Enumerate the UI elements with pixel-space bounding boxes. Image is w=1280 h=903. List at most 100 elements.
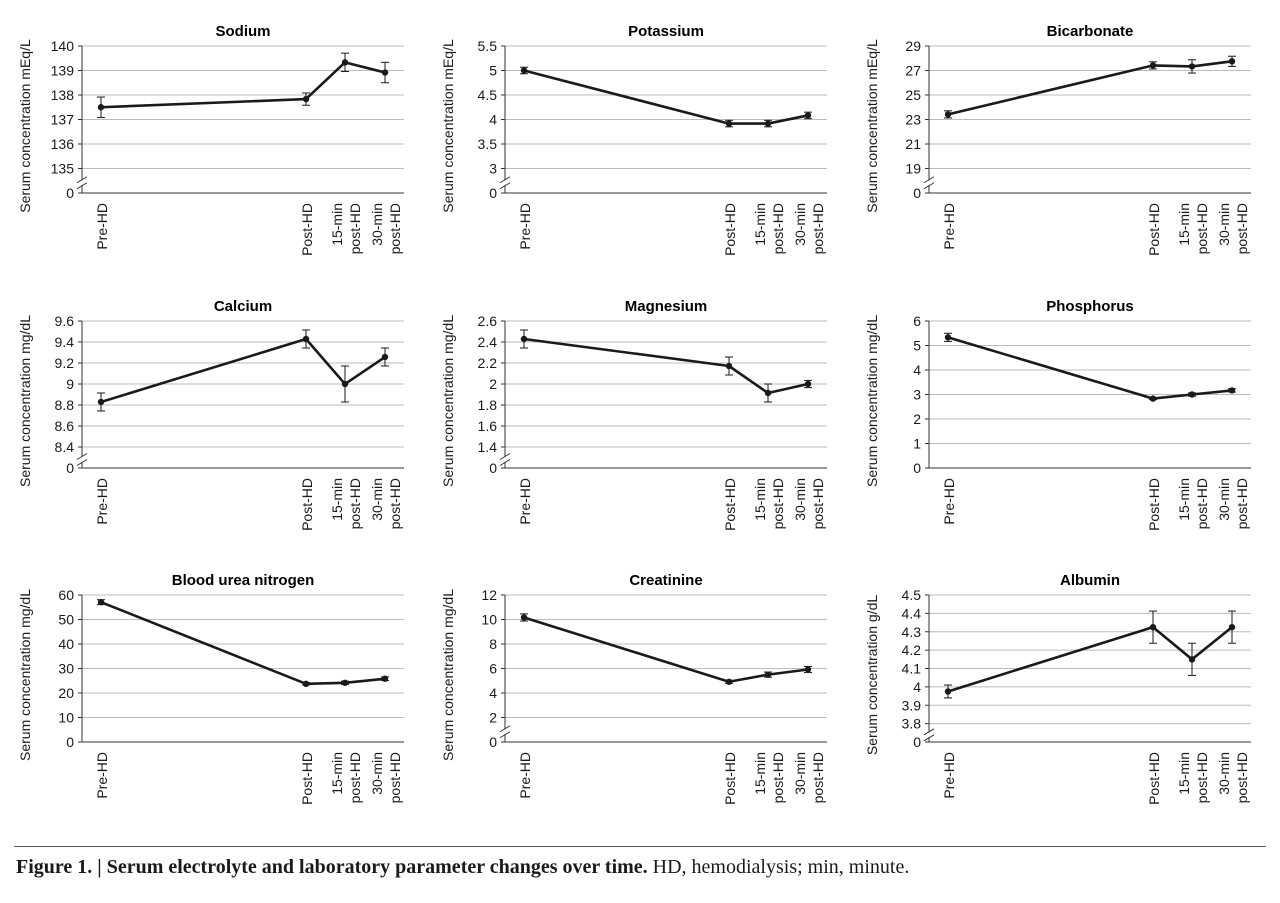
y-tick-label: 21 bbox=[905, 136, 921, 152]
chart-panel-calcium: Calcium 0 8.4 8.6 8.8 9 9.2 9.4 9.6 Serum concent… bbox=[17, 298, 404, 531]
series-line bbox=[523, 337, 809, 395]
x-tick-label: Pre-HD bbox=[517, 203, 533, 250]
y-axis-label: Serum concentration mg/dL bbox=[440, 589, 456, 761]
axis-break-gap bbox=[498, 454, 512, 465]
y-axis-label: Serum concentration mg/dL bbox=[17, 315, 33, 487]
y-tick-label: 4.5 bbox=[478, 87, 498, 103]
y-tick-label: 136 bbox=[51, 136, 75, 152]
series-line bbox=[523, 69, 809, 125]
x-tick-label: post-HD bbox=[810, 752, 826, 803]
y-tick-label: 4.2 bbox=[902, 642, 922, 658]
data-point bbox=[1188, 391, 1196, 398]
axis-break-mark bbox=[499, 176, 511, 184]
data-point bbox=[1228, 623, 1236, 631]
x-tick-label: Post-HD bbox=[299, 478, 315, 531]
data-point bbox=[97, 104, 105, 111]
x-tick-label: 15-min bbox=[329, 203, 345, 246]
y-tick-label: 1.6 bbox=[478, 418, 498, 434]
data-point bbox=[520, 335, 528, 343]
x-tick-label: post-HD bbox=[810, 203, 826, 254]
y-tick-label: 2.6 bbox=[478, 313, 498, 329]
data-point bbox=[1228, 58, 1236, 65]
x-tick-label: post-HD bbox=[770, 203, 786, 254]
figure-caption-label: Figure 1. | Serum electrolyte and labora… bbox=[16, 856, 648, 878]
y-tick-label: 1.4 bbox=[478, 439, 498, 455]
y-tick-label: 60 bbox=[58, 587, 74, 603]
x-tick-label: Post-HD bbox=[1146, 203, 1162, 256]
x-tick-label: 30-min bbox=[369, 478, 385, 521]
x-tick-label: post-HD bbox=[387, 203, 403, 254]
x-tick-label: 30-min bbox=[369, 203, 385, 246]
chart-panel-bicarbonate: Bicarbonate 0 19 21 23 25 27 29 Serum concentrat… bbox=[864, 23, 1251, 256]
y-tick-label: 30 bbox=[58, 661, 74, 677]
series-line bbox=[947, 625, 1233, 693]
y-tick-label: 3.8 bbox=[902, 716, 922, 732]
data-point bbox=[381, 353, 389, 361]
x-tick-label: post-HD bbox=[1194, 203, 1210, 254]
x-tick-label: post-HD bbox=[387, 752, 403, 803]
y-tick-label: 3 bbox=[913, 387, 921, 403]
data-point bbox=[764, 671, 772, 678]
data-point bbox=[804, 112, 812, 119]
y-tick-label: 4.1 bbox=[902, 661, 922, 677]
chart-title: Potassium bbox=[628, 23, 704, 40]
y-tick-label: 9.4 bbox=[55, 334, 75, 350]
data-point bbox=[804, 666, 812, 673]
x-tick-label: 30-min bbox=[792, 203, 808, 246]
y-tick-label: 4.3 bbox=[902, 624, 922, 640]
y-tick-label: 29 bbox=[905, 38, 921, 54]
x-tick-label: Pre-HD bbox=[941, 478, 957, 525]
data-point bbox=[804, 380, 812, 388]
y-tick-label: 12 bbox=[481, 587, 497, 603]
x-tick-label: Pre-HD bbox=[941, 752, 957, 799]
y-tick-label: 10 bbox=[58, 710, 74, 726]
series-line bbox=[100, 600, 386, 686]
x-tick-label: post-HD bbox=[347, 478, 363, 529]
chart-title: Sodium bbox=[216, 23, 271, 40]
x-tick-label: 15-min bbox=[752, 478, 768, 521]
chart-panel-blood-urea-nitrogen: Blood urea nitrogen 0 10 20 30 40 50 60 Serum co… bbox=[17, 572, 404, 805]
data-point bbox=[1228, 387, 1236, 394]
x-tick-label: Post-HD bbox=[1146, 478, 1162, 531]
x-tick-label: post-HD bbox=[1234, 752, 1250, 803]
axis-break-mark bbox=[499, 725, 511, 733]
data-point bbox=[341, 380, 349, 388]
chart-title: Phosphorus bbox=[1046, 298, 1134, 315]
figure-caption: Figure 1. | Serum electrolyte and labora… bbox=[16, 856, 909, 879]
axis-break-mark bbox=[76, 453, 88, 460]
y-tick-label: 20 bbox=[58, 685, 74, 701]
data-point bbox=[302, 335, 310, 343]
x-tick-label: Post-HD bbox=[1146, 752, 1162, 805]
x-tick-label: post-HD bbox=[1234, 203, 1250, 254]
y-tick-label: 8.8 bbox=[55, 397, 75, 413]
x-tick-label: 15-min bbox=[329, 478, 345, 521]
y-tick-label: 8.6 bbox=[55, 418, 75, 434]
axis-break-mark bbox=[923, 182, 935, 190]
chart-panel-potassium: Potassium 0 3 3.5 4 4.5 5 5.5 Serum concentratio… bbox=[440, 23, 827, 256]
y-tick-label: 0 bbox=[913, 185, 921, 201]
axis-break-mark bbox=[499, 459, 511, 466]
chart-title: Albumin bbox=[1060, 572, 1120, 589]
data-point bbox=[1149, 62, 1157, 69]
y-tick-label: 6 bbox=[489, 661, 497, 677]
y-axis-label: Serum concentration mEq/L bbox=[864, 39, 880, 213]
y-tick-label: 139 bbox=[51, 63, 75, 79]
data-point bbox=[520, 614, 528, 621]
y-tick-label: 4 bbox=[489, 685, 497, 701]
x-tick-label: Post-HD bbox=[722, 478, 738, 531]
y-tick-label: 0 bbox=[489, 734, 497, 750]
data-point bbox=[944, 111, 952, 118]
y-tick-label: 2 bbox=[913, 411, 921, 427]
data-point bbox=[944, 688, 952, 695]
y-axis-label: Serum concentration g/dL bbox=[864, 595, 880, 756]
y-tick-label: 5 bbox=[489, 63, 497, 79]
y-tick-label: 3.9 bbox=[902, 697, 922, 713]
axis-break-mark bbox=[923, 734, 935, 742]
axis-break-mark bbox=[76, 176, 88, 184]
y-axis-label: Serum concentration mEq/L bbox=[440, 39, 456, 213]
data-point bbox=[341, 679, 349, 686]
chart-title: Calcium bbox=[214, 298, 272, 315]
data-point bbox=[381, 69, 389, 76]
y-tick-label: 5 bbox=[913, 338, 921, 354]
data-point bbox=[1149, 395, 1157, 402]
